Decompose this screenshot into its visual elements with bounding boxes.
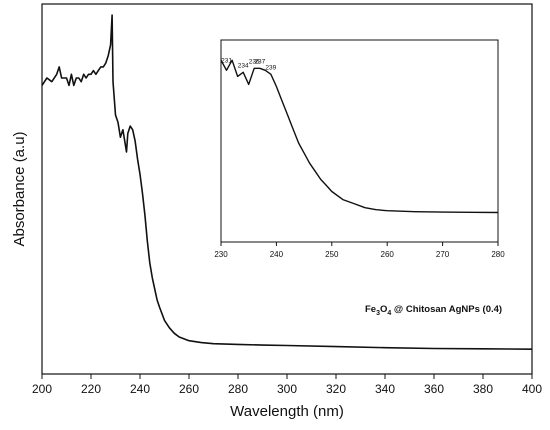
inset-x-tick-label-260: 260	[381, 250, 395, 259]
inset-x-tick-label-280: 280	[491, 250, 505, 259]
x-tick-label-260: 260	[179, 382, 199, 396]
main-x-tick-labels: 200 220 240 260 280 300 320 340 360 380 400	[32, 382, 542, 396]
peak-label-239: 239	[265, 64, 276, 71]
x-tick-label-360: 360	[424, 382, 444, 396]
x-tick-label-380: 380	[473, 382, 493, 396]
inset-plot-frame	[220, 39, 499, 243]
x-tick-label-300: 300	[277, 382, 297, 396]
inset-x-tick-label-240: 240	[270, 250, 284, 259]
x-tick-label-220: 220	[81, 382, 101, 396]
x-axis-title: Wavelength (nm)	[230, 403, 344, 420]
y-axis-title: Absorbance (a.u)	[11, 131, 28, 246]
peak-label-236: 236	[249, 58, 260, 65]
inset-x-tick-labels: 230 240 250 260 270 280	[214, 250, 505, 259]
x-tick-label-240: 240	[130, 382, 150, 396]
peak-label-237: 237	[254, 58, 265, 65]
inset-x-tick-label-230: 230	[214, 250, 228, 259]
peak-label-234: 234	[238, 62, 249, 69]
inset-series-line	[220, 59, 499, 214]
x-tick-label-320: 320	[326, 382, 346, 396]
main-series-line	[41, 14, 533, 350]
x-tick-label-280: 280	[228, 382, 248, 396]
inset-x-ticks	[220, 242, 499, 246]
x-tick-label-340: 340	[375, 382, 395, 396]
peak-label-231: 231	[221, 57, 232, 64]
x-tick-label-200: 200	[32, 382, 52, 396]
inset-x-tick-label-270: 270	[436, 250, 450, 259]
x-tick-label-400: 400	[522, 382, 542, 396]
series-annotation: Fe3O4 @ Chitosan AgNPs (0.4)	[365, 304, 502, 317]
inset-x-tick-label-250: 250	[325, 250, 339, 259]
main-x-ticks	[41, 374, 533, 379]
